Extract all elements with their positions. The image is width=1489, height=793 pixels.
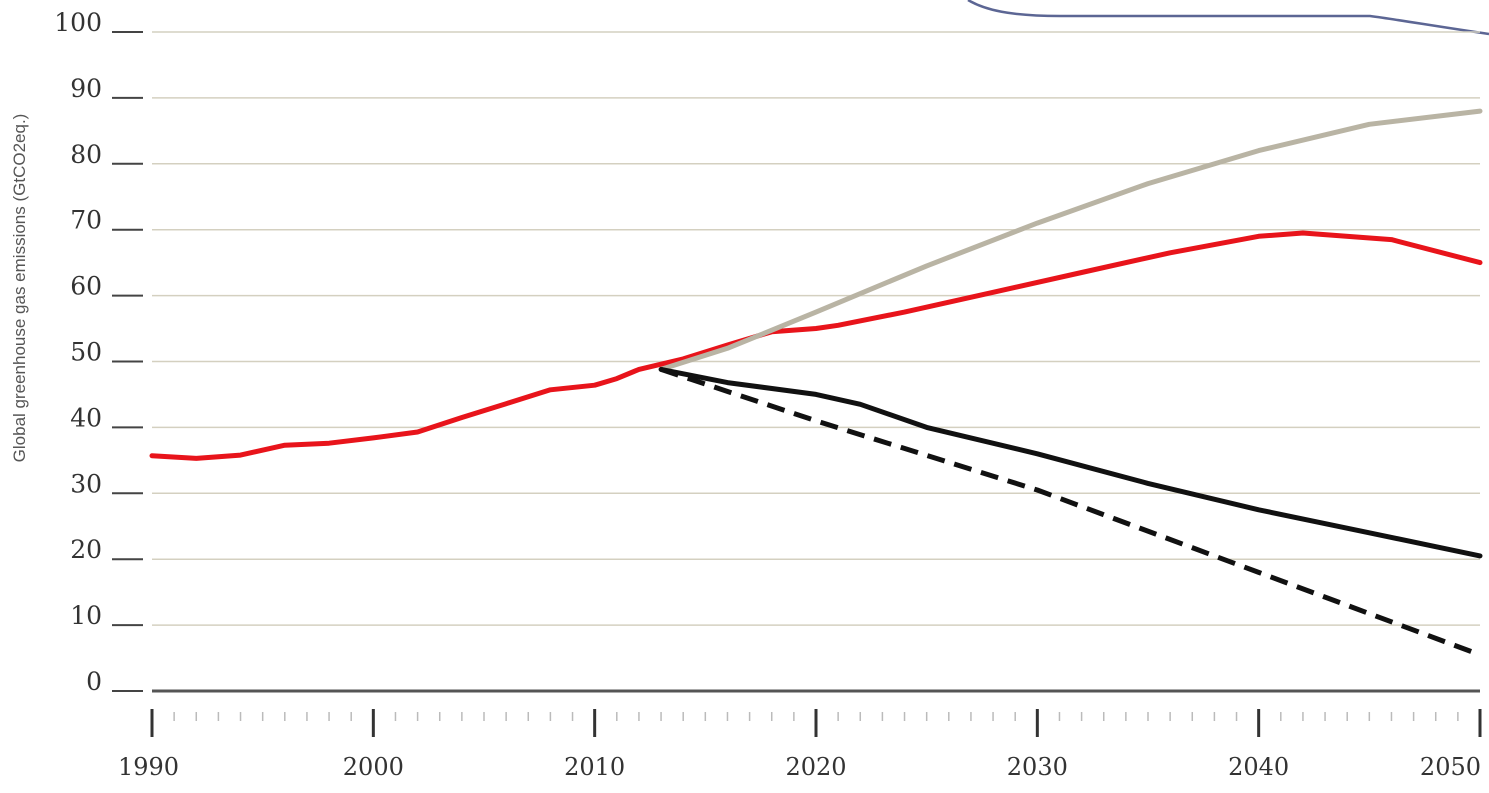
series-grey-line xyxy=(658,108,1483,372)
y-tick-label-30: 30 xyxy=(70,469,102,498)
series-red-line xyxy=(149,230,1483,461)
x-tick-label-2010: 2010 xyxy=(564,753,625,781)
y-tick-label-40: 40 xyxy=(70,403,102,432)
y-axis-label: Global greenhouse gas emissions (GtCO2eq… xyxy=(10,114,29,463)
y-tick-label-20: 20 xyxy=(70,535,102,564)
y-tick-label-10: 10 xyxy=(70,601,102,630)
series-black-dashed-line xyxy=(660,367,1481,658)
x-tick-label-2000: 2000 xyxy=(343,753,404,781)
y-tick-label-50: 50 xyxy=(70,338,102,367)
x-tick-label-2050: 2050 xyxy=(1420,753,1481,781)
x-tick-label-2030: 2030 xyxy=(1007,753,1068,781)
x-tick-label-2040: 2040 xyxy=(1228,753,1289,781)
axes xyxy=(112,31,1482,737)
y-tick-label-80: 80 xyxy=(70,140,102,169)
series-black-line xyxy=(658,366,1483,559)
x-tick-label-2020: 2020 xyxy=(785,753,846,781)
y-tick-label-0: 0 xyxy=(86,667,102,696)
y-tick-label-90: 90 xyxy=(70,74,102,103)
y-tick-label-60: 60 xyxy=(70,272,102,301)
data-series xyxy=(149,108,1483,658)
x-tick-label-1990: 1990 xyxy=(118,753,179,781)
grid-lines xyxy=(152,31,1480,626)
y-tick-label-100: 100 xyxy=(54,8,102,37)
y-tick-label-70: 70 xyxy=(70,206,102,235)
annotation-bracket xyxy=(967,0,1489,36)
